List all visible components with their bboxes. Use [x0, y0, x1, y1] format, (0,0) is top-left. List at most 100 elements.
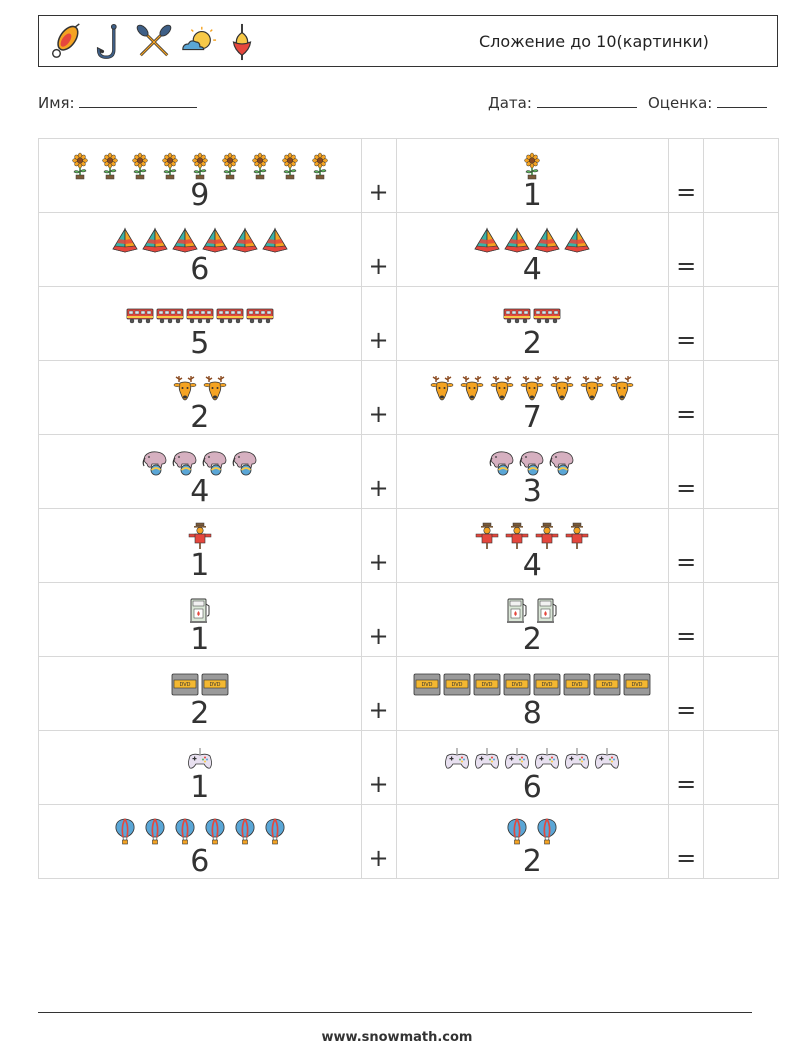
addend-a-content: 2: [39, 361, 361, 434]
pyramid-icon: [473, 226, 501, 254]
answer-cell[interactable]: [703, 582, 779, 657]
plus-cell: +: [360, 508, 397, 583]
equals-sign: =: [676, 548, 697, 576]
scarecrow-icon: [503, 522, 531, 550]
answer-cell[interactable]: [703, 656, 779, 731]
dvd-case-icon: [593, 670, 621, 698]
addend-b-pictures: [488, 443, 576, 476]
problem-row: 5 +2 =: [38, 286, 779, 361]
answer-cell[interactable]: [703, 286, 779, 361]
addend-a-cell: 6: [38, 804, 362, 879]
problem-row: 2 +7 =: [38, 360, 779, 435]
answer-cell[interactable]: [703, 434, 779, 509]
plus-cell: +: [360, 212, 397, 287]
addend-b-content: 2: [397, 583, 669, 656]
name-blank[interactable]: [79, 93, 198, 108]
addend-b-cell: 2: [395, 804, 670, 879]
addend-a-number: 5: [190, 326, 210, 361]
answer-cell[interactable]: [703, 804, 779, 879]
deer-icon: [458, 374, 486, 402]
deer-icon: [428, 374, 456, 402]
plus-cell: +: [360, 286, 397, 361]
pyramid-icon: [111, 226, 139, 254]
equals-cell: =: [668, 582, 705, 657]
problem-row: 1 +2 =: [38, 582, 779, 657]
addend-b-pictures: [473, 221, 591, 254]
hot-air-balloon-icon: [261, 818, 289, 846]
sunflower-icon: [518, 152, 546, 180]
dvd-case-icon: [503, 670, 531, 698]
pyramid-icon: [503, 226, 531, 254]
addend-b-pictures: [428, 369, 636, 402]
dvd-case-icon: [473, 670, 501, 698]
answer-cell[interactable]: [703, 212, 779, 287]
addend-a-cell: 1: [38, 730, 362, 805]
gamepad-icon: [563, 744, 591, 772]
circus-elephant-icon: [141, 448, 169, 476]
plus-sign: +: [368, 548, 389, 576]
pyramid-icon: [141, 226, 169, 254]
addend-b-cell: 2: [395, 286, 670, 361]
grade-blank[interactable]: [717, 93, 768, 108]
circus-elephant-icon: [548, 448, 576, 476]
dvd-case-icon: [413, 670, 441, 698]
pyramid-icon: [563, 226, 591, 254]
equals-cell: =: [668, 360, 705, 435]
pyramid-icon: [261, 226, 289, 254]
equals-sign: =: [676, 252, 697, 280]
addend-b-number: 2: [522, 622, 542, 657]
plus-cell: +: [360, 804, 397, 879]
addend-b-number: 1: [522, 178, 542, 213]
addend-a-pictures: [186, 517, 214, 550]
addend-a-cell: 2: [38, 360, 362, 435]
scarecrow-icon: [473, 522, 501, 550]
addend-b-pictures: [473, 517, 591, 550]
sunflower-icon: [66, 152, 94, 180]
fishing-float-icon: [232, 23, 252, 61]
problem-row: 2 +8 =: [38, 656, 779, 731]
circus-elephant-icon: [171, 448, 199, 476]
equals-cell: =: [668, 730, 705, 805]
addend-a-content: 4: [39, 435, 361, 508]
addend-a-cell: 4: [38, 434, 362, 509]
answer-cell[interactable]: [703, 360, 779, 435]
date-blank[interactable]: [536, 93, 637, 108]
plus-sign: +: [368, 400, 389, 428]
fishing-lure-icon: [51, 23, 80, 58]
hot-air-balloon-icon: [141, 818, 169, 846]
train-icon: [503, 300, 531, 328]
addend-a-pictures: [171, 369, 229, 402]
addend-a-pictures: [186, 739, 214, 772]
equals-sign: =: [676, 474, 697, 502]
scarecrow-icon: [186, 522, 214, 550]
addend-a-number: 1: [190, 770, 210, 805]
gamepad-icon: [503, 744, 531, 772]
dvd-case-icon: [443, 670, 471, 698]
addend-b-content: 3: [397, 435, 669, 508]
answer-cell[interactable]: [703, 138, 779, 213]
deer-icon: [201, 374, 229, 402]
addend-a-cell: 1: [38, 508, 362, 583]
gamepad-icon: [593, 744, 621, 772]
sunflower-icon: [186, 152, 214, 180]
addend-a-number: 4: [190, 474, 210, 509]
dvd-case-icon: [563, 670, 591, 698]
gas-pump-icon: [503, 596, 531, 624]
hot-air-balloon-icon: [231, 818, 259, 846]
answer-cell[interactable]: [703, 730, 779, 805]
footer-url: www.snowmath.com: [321, 1030, 473, 1045]
problems-table: 9 +1 = 6 +4 = 5 +2 = 2 +7 = 4 +3 = 1 +4 = 1 +2 = 2 +8 = 1 +6 = 6 +2 =: [38, 138, 779, 879]
addend-a-number: 2: [190, 400, 210, 435]
gamepad-icon: [473, 744, 501, 772]
addend-a-content: 5: [39, 287, 361, 360]
addend-b-content: 4: [397, 213, 669, 286]
addend-a-content: 1: [39, 731, 361, 804]
answer-cell[interactable]: [703, 508, 779, 583]
addend-b-cell: 2: [395, 582, 670, 657]
addend-a-pictures: [111, 221, 289, 254]
addend-b-cell: 3: [395, 434, 670, 509]
date-label: Дата:: [488, 94, 532, 112]
equals-sign: =: [676, 622, 697, 650]
dvd-case-icon: [201, 670, 229, 698]
train-icon: [533, 300, 561, 328]
